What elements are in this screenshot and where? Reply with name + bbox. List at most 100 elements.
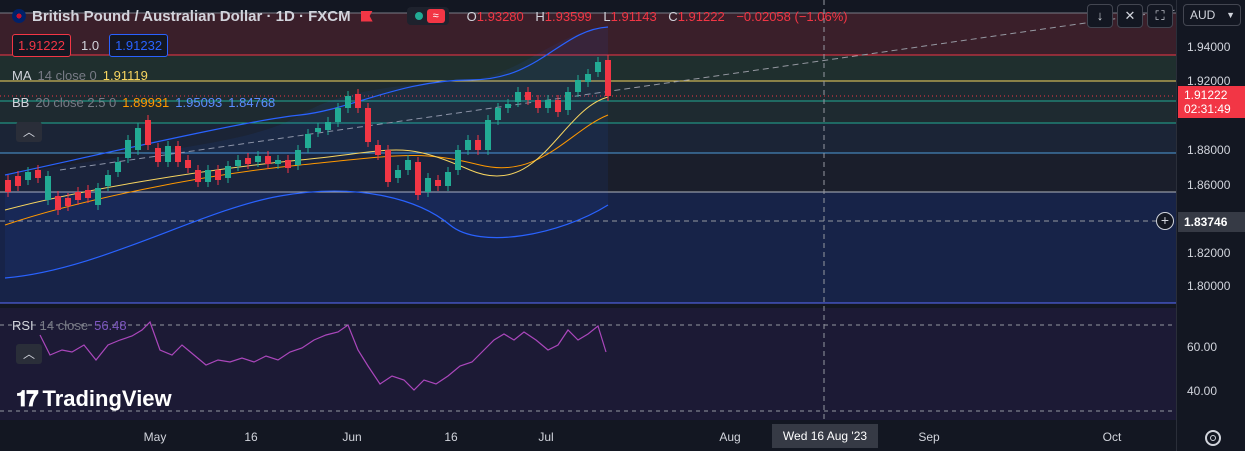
market-open-icon — [414, 12, 423, 20]
rsi-value: 56.48 — [94, 318, 127, 333]
candle-body — [325, 122, 331, 130]
candle-body — [85, 190, 91, 198]
candle-body — [95, 188, 101, 205]
market-status[interactable]: ≈ — [406, 7, 449, 25]
bb-fill — [5, 27, 608, 278]
candle-body — [65, 198, 71, 206]
price-axis[interactable]: AUD ▼ 1.94000 1.92000 1.88000 1.86000 1.8… — [1176, 0, 1245, 451]
time-tick: 16 — [444, 430, 458, 444]
expand-icon[interactable]: ✕ — [1117, 4, 1143, 28]
time-tick: Aug — [719, 430, 741, 444]
candle-body — [605, 60, 611, 96]
candle-body — [355, 94, 361, 108]
tradingview-logo-icon: 𝟏𝟕 — [16, 386, 39, 411]
sell-button[interactable]: 1.91222 — [12, 33, 71, 57]
rsi-line — [39, 320, 607, 391]
candle-body — [515, 92, 521, 102]
candle-body — [585, 74, 591, 82]
collapse-rsi-button[interactable]: ︿ — [16, 344, 42, 364]
bb-params: 20 close 2.5 0 — [35, 95, 117, 110]
candle-body — [105, 175, 111, 186]
low-value: 1.91143 — [610, 8, 657, 24]
ma-params: 14 close 0 — [37, 68, 97, 83]
arrow-down-icon[interactable]: ↓ — [1087, 4, 1113, 28]
chevron-down-icon: ▼ — [1226, 10, 1235, 20]
candle-body — [375, 145, 381, 155]
candle-body — [125, 140, 131, 158]
candle-body — [155, 148, 161, 162]
currency-select[interactable]: AUD ▼ — [1183, 4, 1241, 26]
candle-body — [385, 150, 391, 182]
time-tick: Sep — [918, 430, 940, 444]
candle-body — [365, 108, 371, 142]
price-chart[interactable] — [0, 0, 1176, 451]
candle-body — [425, 178, 431, 192]
ma-legend[interactable]: MA 14 close 0 1.91119 — [12, 68, 154, 83]
currency-label: AUD — [1190, 8, 1216, 22]
candle-body — [265, 156, 271, 164]
bb-basis-line — [4, 114, 609, 226]
symbol-title[interactable]: British Pound / Australian Dollar · 1D ·… — [32, 7, 351, 25]
candle-body — [165, 146, 171, 162]
price-tick: 1.86000 — [1187, 178, 1231, 192]
candle-body — [495, 108, 501, 120]
collapse-legend-button[interactable]: ︿ — [16, 122, 42, 142]
chart-area[interactable] — [0, 0, 1176, 451]
candle-body — [255, 156, 261, 162]
candle-body — [195, 170, 201, 182]
open-value: 1.93280 — [476, 8, 524, 24]
low-key: L — [603, 8, 611, 24]
price-tick: 1.80000 — [1187, 279, 1231, 293]
trend-line — [59, 9, 1176, 171]
candle-body — [555, 100, 561, 112]
candle-body — [185, 160, 191, 168]
candle-body — [455, 150, 461, 170]
candle-body — [315, 128, 321, 132]
candle-body — [225, 166, 231, 178]
price-tick: 1.94000 — [1187, 40, 1231, 54]
tradingview-logo[interactable]: 𝟏𝟕 TradingView — [16, 386, 172, 412]
gear-icon[interactable] — [1205, 430, 1221, 446]
rsi-params: 14 close — [39, 318, 89, 333]
candle-body — [35, 170, 41, 178]
fullscreen-icon[interactable]: ⛶ — [1147, 4, 1173, 28]
zone-dark — [0, 123, 1176, 153]
open-key: O — [466, 8, 477, 24]
rsi-name: RSI — [12, 318, 34, 333]
candle-body — [545, 100, 551, 108]
flag-tag-icon[interactable] — [360, 10, 373, 22]
high-key: H — [535, 8, 545, 24]
time-tick: May — [143, 430, 167, 444]
time-tick: Oct — [1102, 430, 1122, 444]
candle-body — [235, 160, 241, 166]
candle-body — [135, 128, 141, 150]
zone-red — [0, 13, 1176, 55]
buy-button[interactable]: 1.91232 — [109, 33, 169, 57]
candle-body — [505, 104, 511, 108]
ohlc-values: O1.93280 H1.93599 L1.91143 C1.91222 −0.0… — [467, 9, 856, 24]
candle-body — [205, 170, 211, 182]
ma-name: MA — [12, 68, 32, 83]
rsi-tick: 40.00 — [1187, 384, 1218, 398]
candle-body — [575, 80, 581, 92]
rsi-legend[interactable]: RSI 14 close 56.48 — [12, 318, 127, 333]
candle-body — [275, 160, 281, 164]
candle-body — [145, 120, 151, 145]
price-tick: 1.82000 — [1187, 246, 1231, 260]
spread-value: 1.0 — [81, 37, 100, 53]
add-alert-icon[interactable]: + — [1156, 212, 1174, 230]
candle-body — [245, 158, 251, 164]
candle-body — [565, 92, 571, 110]
candle-body — [335, 108, 341, 122]
candle-body — [45, 176, 51, 200]
candle-body — [285, 160, 291, 168]
bb-legend[interactable]: BB 20 close 2.5 0 1.89931 1.95093 1.8476… — [12, 95, 281, 110]
candle-body — [435, 180, 441, 186]
rsi-tick: 60.00 — [1187, 340, 1218, 354]
candle-body — [345, 96, 351, 108]
candle-body — [5, 180, 11, 192]
bb-lower-line — [4, 190, 609, 279]
price-tick: 1.92000 — [1187, 74, 1231, 88]
price-tick: 1.88000 — [1187, 143, 1231, 157]
ma-value: 1.91119 — [102, 68, 148, 83]
